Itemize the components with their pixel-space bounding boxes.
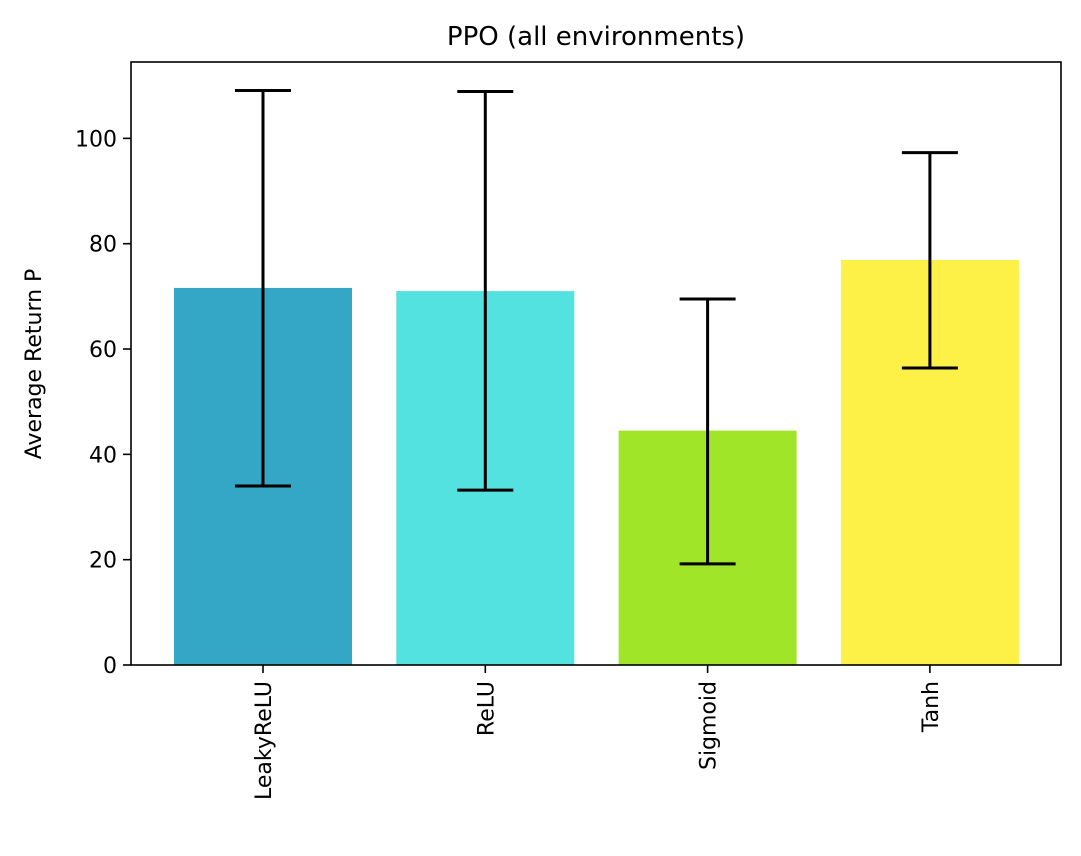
error-bar-tanh: [901, 151, 958, 370]
y-axis-label: Average Return P: [22, 269, 47, 460]
y-tick-label: 40: [89, 443, 117, 468]
y-tick-label: 60: [89, 338, 117, 363]
error-bar-sigmoid: [679, 297, 736, 566]
x-tick-label: Tanh: [919, 681, 944, 733]
error-bar-relu: [457, 89, 514, 492]
x-tick-label: ReLU: [474, 681, 499, 736]
x-tick-label: LeakyReLU: [252, 681, 277, 800]
error-bar-leakyrelu: [235, 88, 291, 488]
plot-frame: [130, 61, 1062, 666]
y-tick-label: 20: [89, 549, 117, 574]
chart-title: PPO (all environments): [447, 22, 745, 52]
y-tick-label: 100: [75, 127, 117, 152]
y-tick-label: 80: [89, 233, 117, 258]
error-bars-layer: [235, 88, 958, 566]
x-tick-label: Sigmoid: [697, 681, 722, 770]
y-axis: 0 20 40 60 80 100: [75, 127, 131, 679]
bars-layer: [174, 260, 1019, 665]
x-axis: LeakyReLU ReLU Sigmoid Tanh: [252, 665, 944, 800]
y-tick-label: 0: [103, 654, 117, 679]
